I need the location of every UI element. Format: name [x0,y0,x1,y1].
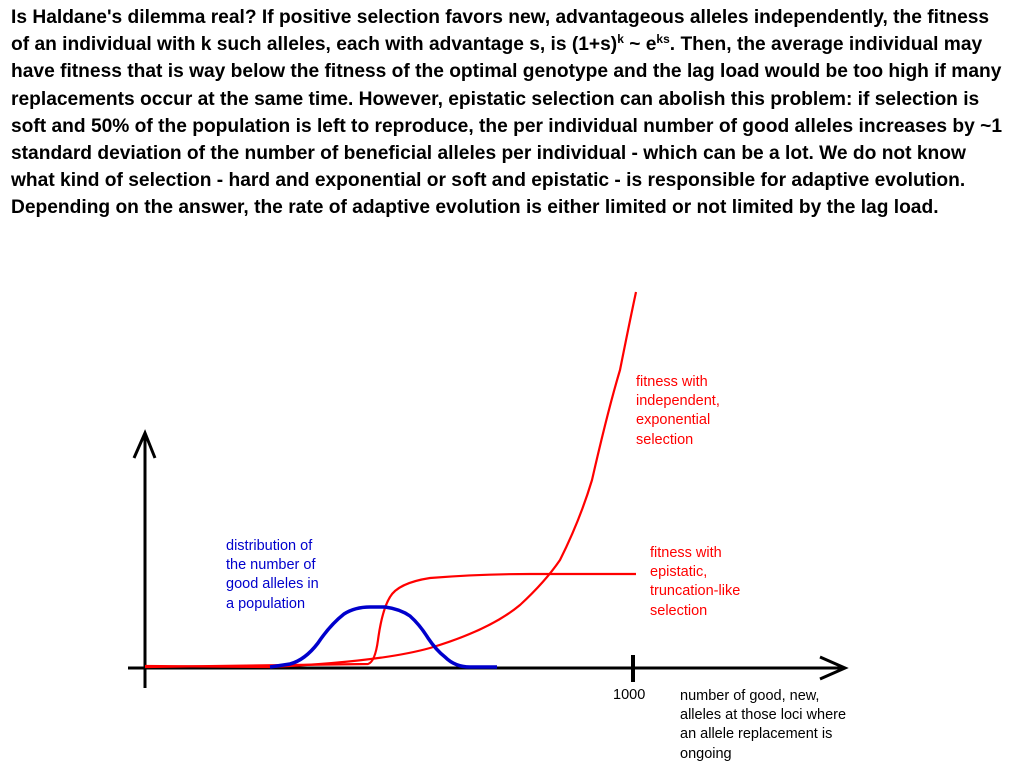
x-axis-arrowhead [819,655,849,681]
exponent-k: k [617,32,624,47]
allele-distribution-curve [269,605,497,669]
label-epistatic-selection: fitness with epistatic, truncation-like … [650,545,741,619]
x-axis-label: number of good, new, alleles at those lo… [680,688,847,762]
tick-label-1000: 1000 [613,687,646,703]
label-allele-distribution: distribution of the number of good allel… [226,538,319,612]
exponent-ks: ks [656,32,670,47]
explanatory-paragraph: Is Haldane's dilemma real? If positive s… [11,7,1002,219]
y-axis-arrowhead [132,429,157,459]
label-exponential-selection: fitness with independent, exponential se… [636,374,720,448]
epistatic-fitness-curve [144,572,636,669]
exponential-fitness-curve [144,291,638,669]
